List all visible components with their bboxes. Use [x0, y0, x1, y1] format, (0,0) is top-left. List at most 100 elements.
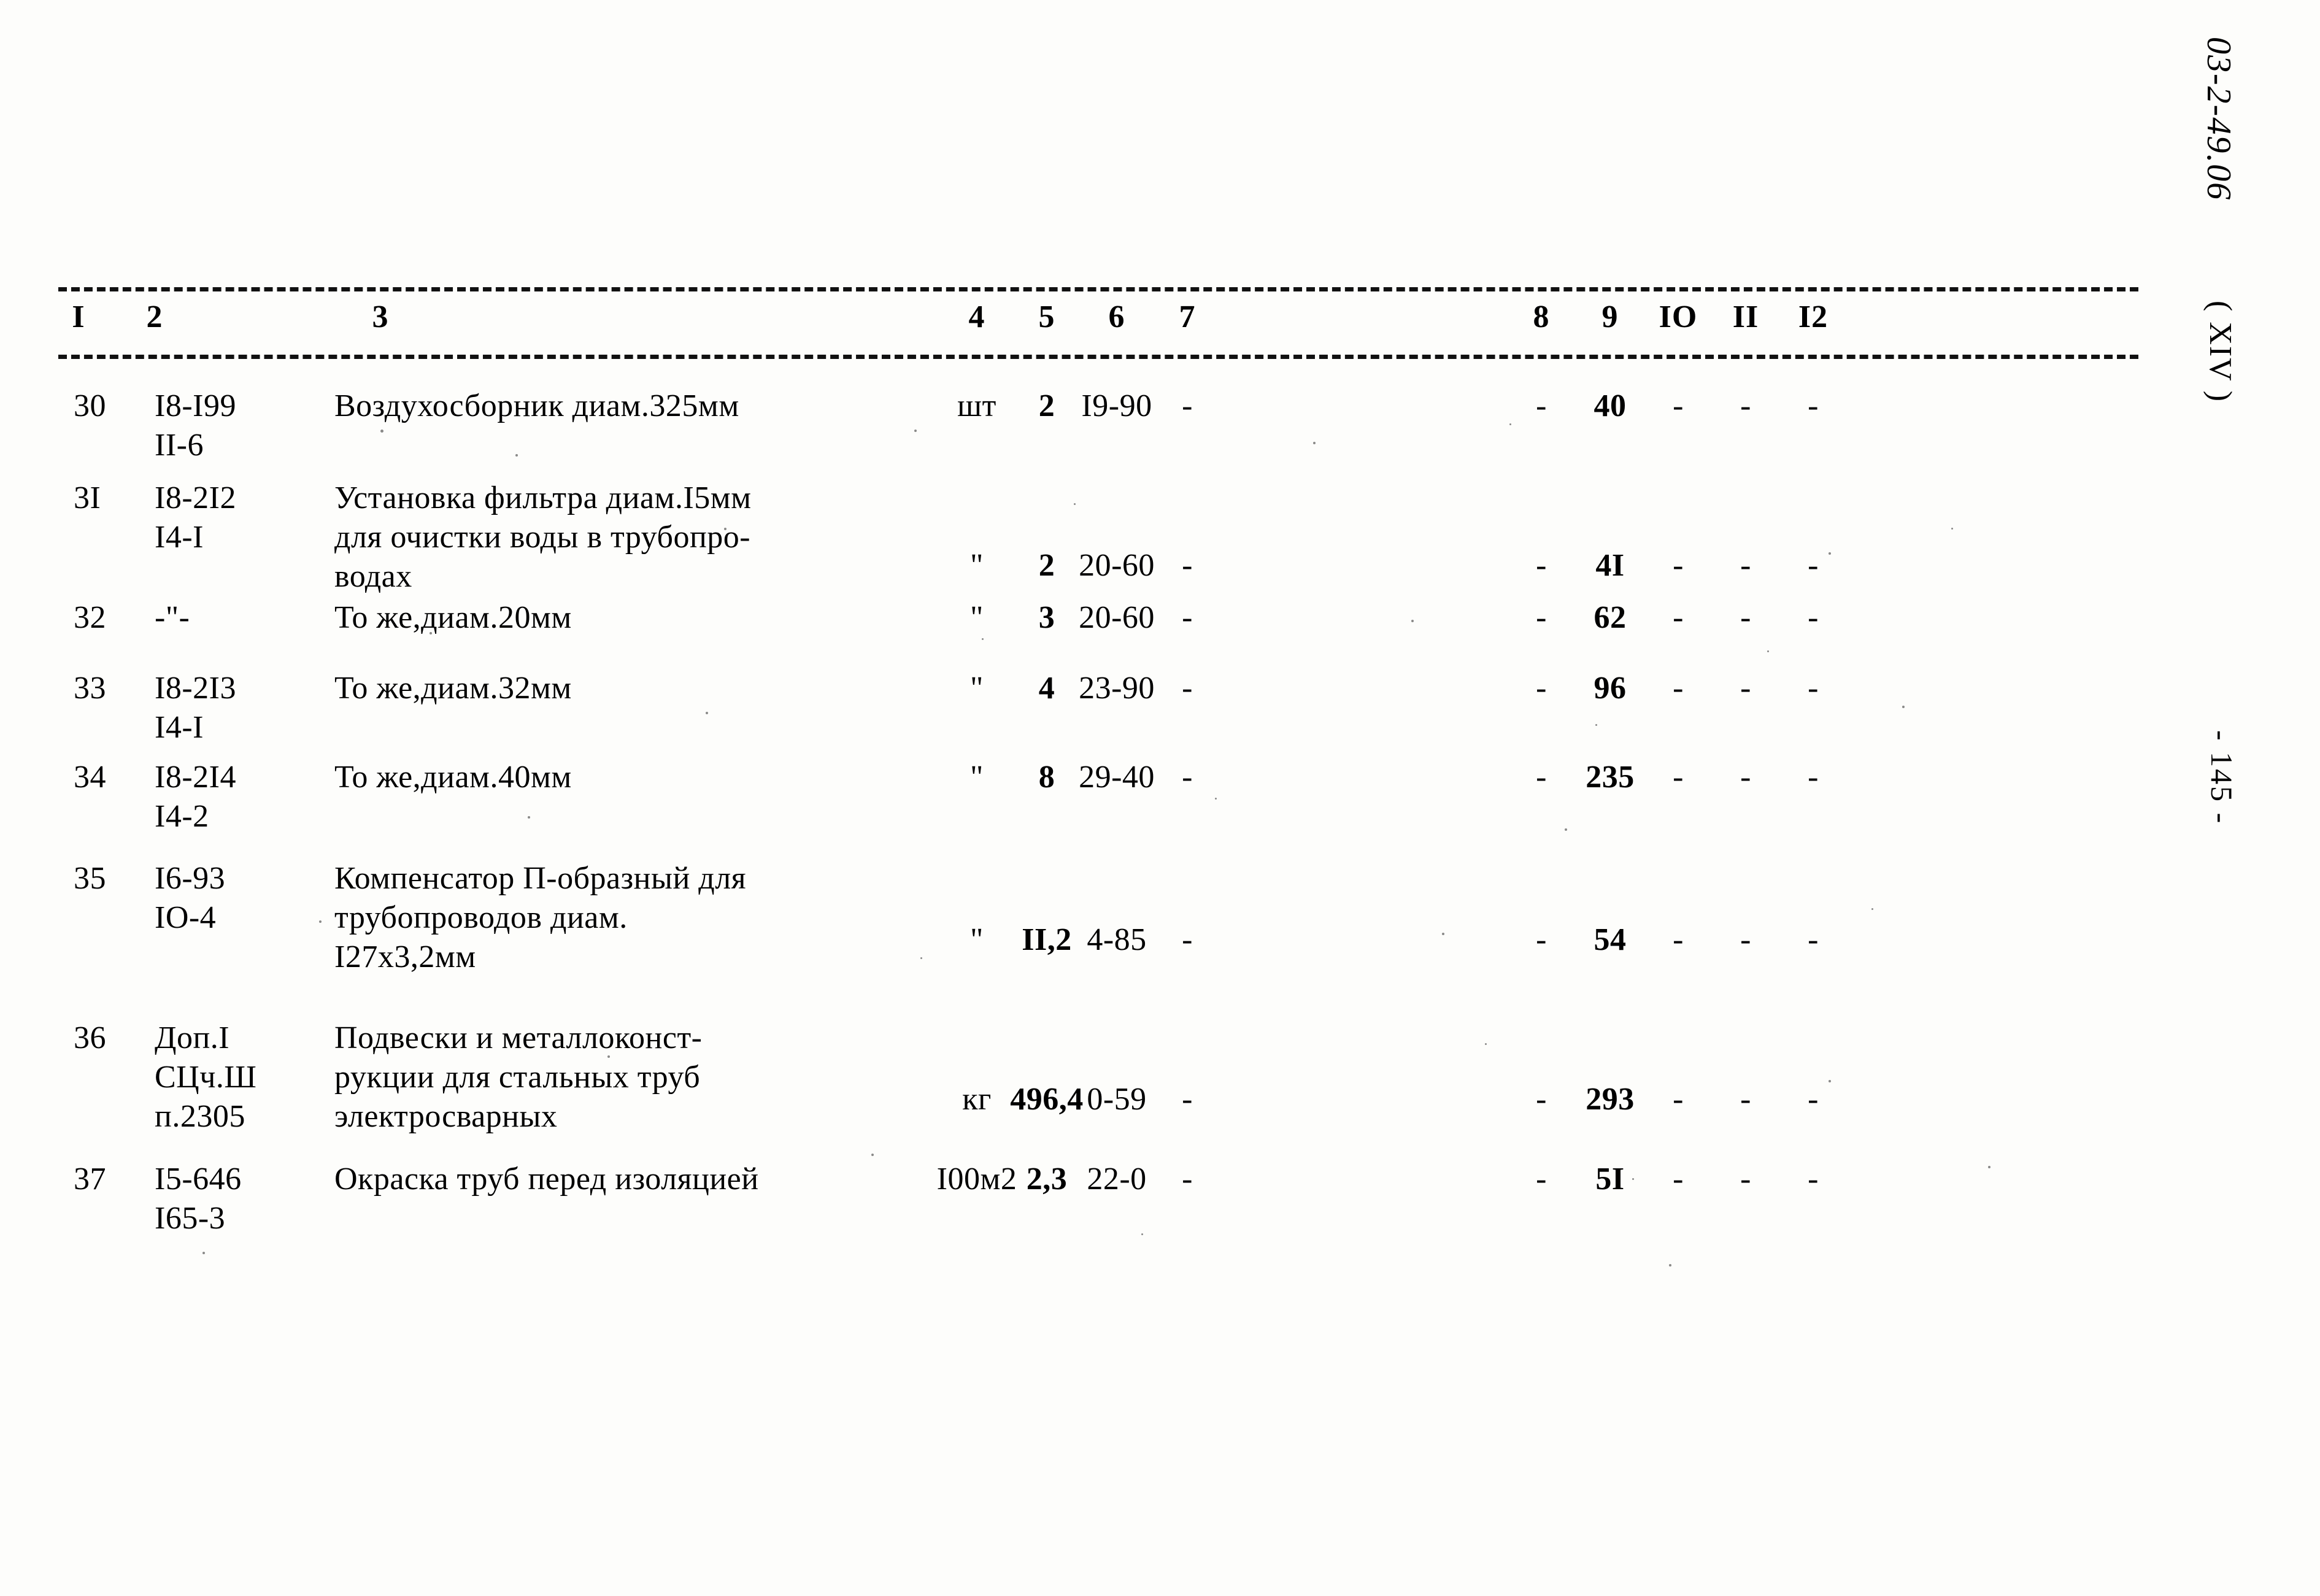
scan-speck: [1767, 650, 1769, 652]
row-number: 33: [74, 671, 106, 706]
row-unit-price: I9-90: [1081, 388, 1152, 423]
row-quantity: 8: [1038, 760, 1055, 795]
row-col-8: -: [1536, 1082, 1547, 1117]
row-col-11: -: [1740, 671, 1751, 706]
row-col-11: -: [1740, 922, 1751, 957]
row-col-9: 40: [1594, 388, 1627, 423]
row-description: Подвески и металлоконст- рукции для стал…: [334, 1020, 703, 1134]
row-col-10: -: [1673, 548, 1684, 583]
row-col-9: 54: [1594, 922, 1627, 957]
row-col-8: -: [1536, 548, 1547, 583]
margin-section-label: ( XIV ): [2203, 301, 2238, 403]
scan-speck: [724, 528, 726, 530]
row-unit-price: 0-59: [1087, 1082, 1147, 1117]
row-quantity: 3: [1038, 600, 1055, 635]
row-col-12: -: [1808, 760, 1819, 795]
row-col-9: 4I: [1595, 548, 1625, 583]
row-col-10: -: [1673, 1082, 1684, 1117]
column-header-5: 5: [1038, 299, 1055, 334]
row-col-7: -: [1182, 388, 1193, 423]
row-col-9: 62: [1594, 600, 1627, 635]
scan-speck: [1215, 798, 1217, 800]
row-col-9: 235: [1586, 760, 1635, 795]
row-quantity: 4: [1038, 671, 1055, 706]
scan-speck: [1871, 908, 1873, 910]
scan-speck: [1829, 552, 1831, 555]
row-quantity: 2,3: [1026, 1162, 1068, 1197]
column-header-1: I: [72, 299, 85, 334]
column-header-10: IO: [1659, 299, 1698, 334]
row-col-11: -: [1740, 388, 1751, 423]
scan-speck: [706, 712, 708, 714]
scan-speck: [528, 816, 530, 819]
row-col-8: -: [1536, 1162, 1547, 1197]
row-description: То же,диам.32мм: [334, 671, 572, 706]
row-unit: I00м2: [936, 1162, 1017, 1197]
row-col-7: -: [1182, 671, 1193, 706]
scan-speck: [920, 957, 922, 959]
scan-speck: [982, 638, 984, 640]
scan-speck: [1485, 1043, 1487, 1045]
column-header-8: 8: [1533, 299, 1550, 334]
row-number: 32: [74, 600, 106, 635]
row-col-12: -: [1808, 671, 1819, 706]
row-col-12: -: [1808, 922, 1819, 957]
row-col-9: 5I: [1595, 1162, 1625, 1197]
row-col-8: -: [1536, 922, 1547, 957]
row-col-8: -: [1536, 671, 1547, 706]
row-number: 37: [74, 1162, 106, 1197]
scan-speck: [914, 430, 917, 432]
column-header-7: 7: [1179, 299, 1196, 334]
row-unit: ": [970, 760, 984, 795]
table-top-rule: [58, 287, 2138, 291]
row-code: I5-646 I65-3: [155, 1162, 242, 1236]
row-code: -"-: [155, 600, 190, 635]
row-code: I8-2I4 I4-2: [155, 760, 236, 834]
row-description: Установка фильтра диам.I5мм для очистки …: [334, 480, 752, 594]
row-code: Доп.I СЦч.Ш п.2305: [155, 1020, 257, 1134]
scan-speck: [319, 920, 322, 923]
margin-page-number: - 145 -: [2205, 730, 2239, 825]
row-code: I8-2I2 I4-I: [155, 480, 236, 555]
scan-speck: [515, 454, 518, 457]
row-col-12: -: [1808, 1082, 1819, 1117]
column-header-9: 9: [1601, 299, 1619, 334]
row-unit-price: 23-90: [1079, 671, 1155, 706]
scan-speck: [1141, 1233, 1143, 1235]
row-col-11: -: [1740, 760, 1751, 795]
row-col-7: -: [1182, 600, 1193, 635]
row-unit: ": [970, 548, 984, 583]
row-number: 30: [74, 388, 106, 423]
scan-speck: [1411, 620, 1414, 622]
scan-speck: [1902, 706, 1905, 708]
scan-speck: [380, 430, 383, 433]
table-header-bottom-rule: [58, 355, 2138, 359]
row-col-10: -: [1673, 388, 1684, 423]
row-col-11: -: [1740, 548, 1751, 583]
row-col-7: -: [1182, 1082, 1193, 1117]
row-description: Компенсатор П-образный для трубопроводов…: [334, 861, 747, 974]
row-col-12: -: [1808, 600, 1819, 635]
row-unit-price: 29-40: [1079, 760, 1155, 795]
row-col-11: -: [1740, 1162, 1751, 1197]
scan-speck: [1988, 1166, 1990, 1168]
row-description: То же,диам.20мм: [334, 600, 572, 635]
column-header-11: II: [1732, 299, 1759, 334]
row-unit-price: 22-0: [1087, 1162, 1147, 1197]
scan-speck: [1074, 503, 1076, 505]
column-header-2: 2: [146, 299, 163, 334]
column-header-3: 3: [372, 299, 389, 334]
scan-speck: [430, 632, 432, 634]
row-col-10: -: [1673, 600, 1684, 635]
row-unit: ": [970, 600, 984, 635]
row-number: 3I: [74, 480, 101, 515]
row-col-10: -: [1673, 760, 1684, 795]
row-description: То же,диам.40мм: [334, 760, 572, 795]
scan-speck: [1509, 423, 1511, 425]
row-col-7: -: [1182, 548, 1193, 583]
row-description: Окраска труб перед изоляцией: [334, 1162, 759, 1197]
row-col-11: -: [1740, 1082, 1751, 1117]
column-header-4: 4: [968, 299, 985, 334]
